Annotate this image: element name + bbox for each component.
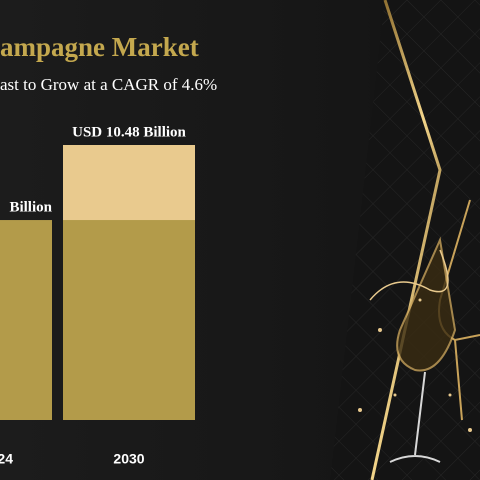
decor-edge: [370, 0, 442, 480]
chart-subtitle: ast to Grow at a CAGR of 4.6%: [0, 75, 217, 94]
champagne-glasses: [369, 199, 480, 463]
value-label: USD 10.48 Billion: [72, 124, 186, 140]
chart-title: ampagne Market: [0, 32, 199, 62]
bar-base: [63, 220, 195, 420]
x-tick-label: 24: [0, 451, 13, 467]
bar: [0, 220, 52, 420]
bubbles: [358, 298, 472, 432]
x-tick-label: 2030: [113, 451, 144, 467]
decor-panel: [330, 0, 480, 480]
value-label: Billion: [9, 199, 52, 215]
